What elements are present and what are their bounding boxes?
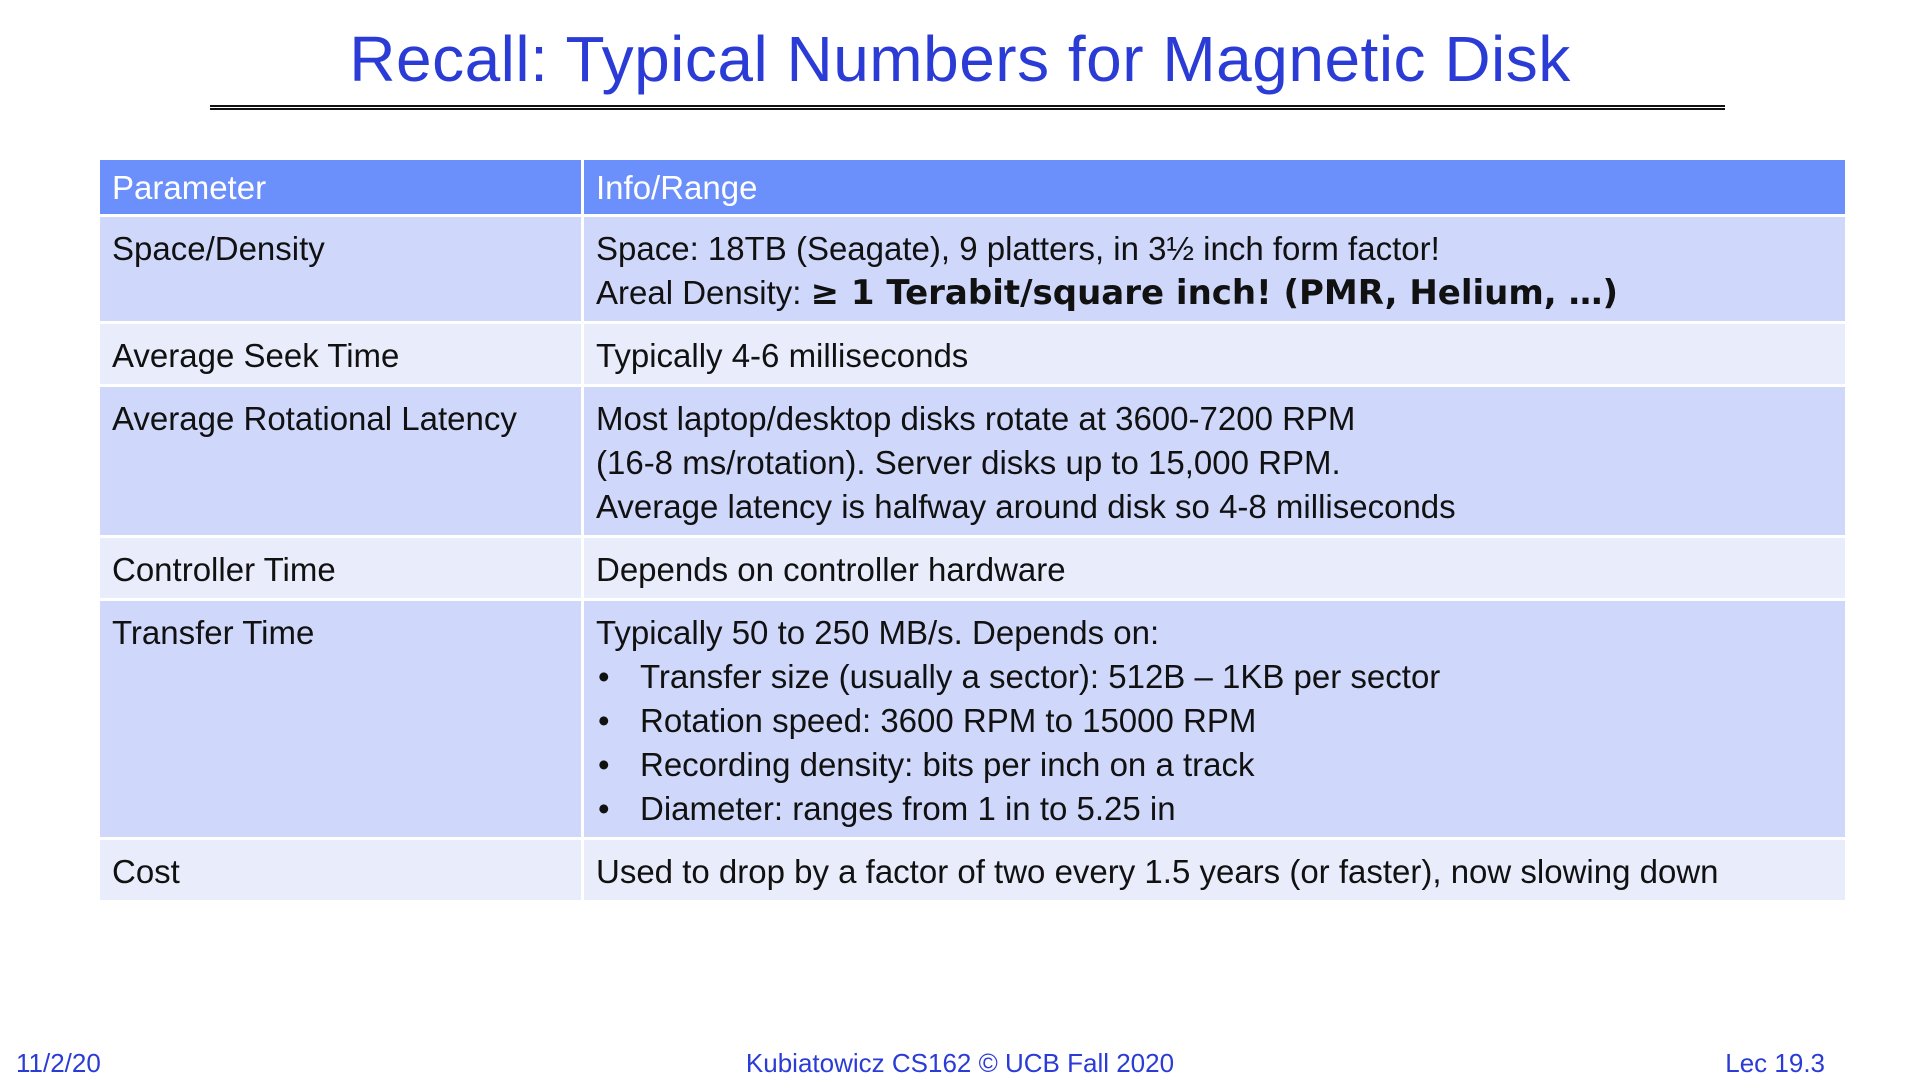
info-line: (16-8 ms/rotation). Server disks up to 1… bbox=[596, 444, 1341, 481]
table-row: Cost Used to drop by a factor of two eve… bbox=[97, 837, 1848, 903]
footer-lecture: Lec 19.3 bbox=[1725, 1048, 1825, 1078]
info-line: Typically 4-6 milliseconds bbox=[596, 337, 969, 374]
param-cell: Controller Time bbox=[97, 535, 584, 601]
bullet-item: Recording density: bits per inch on a tr… bbox=[596, 743, 1833, 787]
info-cell: Typically 4-6 milliseconds bbox=[581, 321, 1848, 387]
info-line: Space: 18TB (Seagate), 9 platters, in 3½… bbox=[596, 230, 1440, 267]
footer-date: 11/2/20 bbox=[16, 1048, 101, 1078]
info-cell: Typically 50 to 250 MB/s. Depends on: Tr… bbox=[581, 598, 1848, 840]
table-row: Space/Density Space: 18TB (Seagate), 9 p… bbox=[97, 214, 1848, 324]
header-info-range: Info/Range bbox=[581, 157, 1848, 217]
table-row: Average Rotational Latency Most laptop/d… bbox=[97, 384, 1848, 538]
param-cell: Space/Density bbox=[97, 214, 584, 324]
bullet-item: Transfer size (usually a sector): 512B –… bbox=[596, 655, 1833, 699]
title-divider bbox=[210, 105, 1725, 110]
bullet-item: Rotation speed: 3600 RPM to 15000 RPM bbox=[596, 699, 1833, 743]
param-cell: Average Seek Time bbox=[97, 321, 584, 387]
table-row: Transfer Time Typically 50 to 250 MB/s. … bbox=[97, 598, 1848, 840]
info-line: Used to drop by a factor of two every 1.… bbox=[596, 853, 1719, 890]
param-cell: Cost bbox=[97, 837, 584, 903]
info-line: Depends on controller hardware bbox=[596, 551, 1066, 588]
parameters-table: Parameter Info/Range Space/Density Space… bbox=[97, 157, 1848, 903]
info-line: Typically 50 to 250 MB/s. Depends on: bbox=[596, 614, 1160, 651]
info-cell: Space: 18TB (Seagate), 9 platters, in 3½… bbox=[581, 214, 1848, 324]
areal-density-line: Areal Density: ≥ 1 Terabit/square inch! … bbox=[596, 271, 1833, 315]
areal-density-label: Areal Density: bbox=[596, 274, 811, 311]
header-parameter: Parameter bbox=[97, 157, 584, 217]
bullet-list: Transfer size (usually a sector): 512B –… bbox=[596, 655, 1833, 831]
slide-title: Recall: Typical Numbers for Magnetic Dis… bbox=[349, 23, 1571, 95]
param-cell: Transfer Time bbox=[97, 598, 584, 840]
bullet-item: Diameter: ranges from 1 in to 5.25 in bbox=[596, 787, 1833, 831]
param-cell: Average Rotational Latency bbox=[97, 384, 584, 538]
info-line: Most laptop/desktop disks rotate at 3600… bbox=[596, 400, 1356, 437]
info-cell: Depends on controller hardware bbox=[581, 535, 1848, 601]
table-row: Controller Time Depends on controller ha… bbox=[97, 535, 1848, 601]
table-row: Average Seek Time Typically 4-6 millisec… bbox=[97, 321, 1848, 387]
info-line: Average latency is halfway around disk s… bbox=[596, 488, 1456, 525]
areal-density-value: ≥ 1 Terabit/square inch! (PMR, Helium, …… bbox=[810, 273, 1619, 313]
info-cell: Used to drop by a factor of two every 1.… bbox=[581, 837, 1848, 903]
footer-course: Kubiatowicz CS162 © UCB Fall 2020 bbox=[745, 1048, 1175, 1078]
table-header-row: Parameter Info/Range bbox=[97, 157, 1848, 217]
info-cell: Most laptop/desktop disks rotate at 3600… bbox=[581, 384, 1848, 538]
